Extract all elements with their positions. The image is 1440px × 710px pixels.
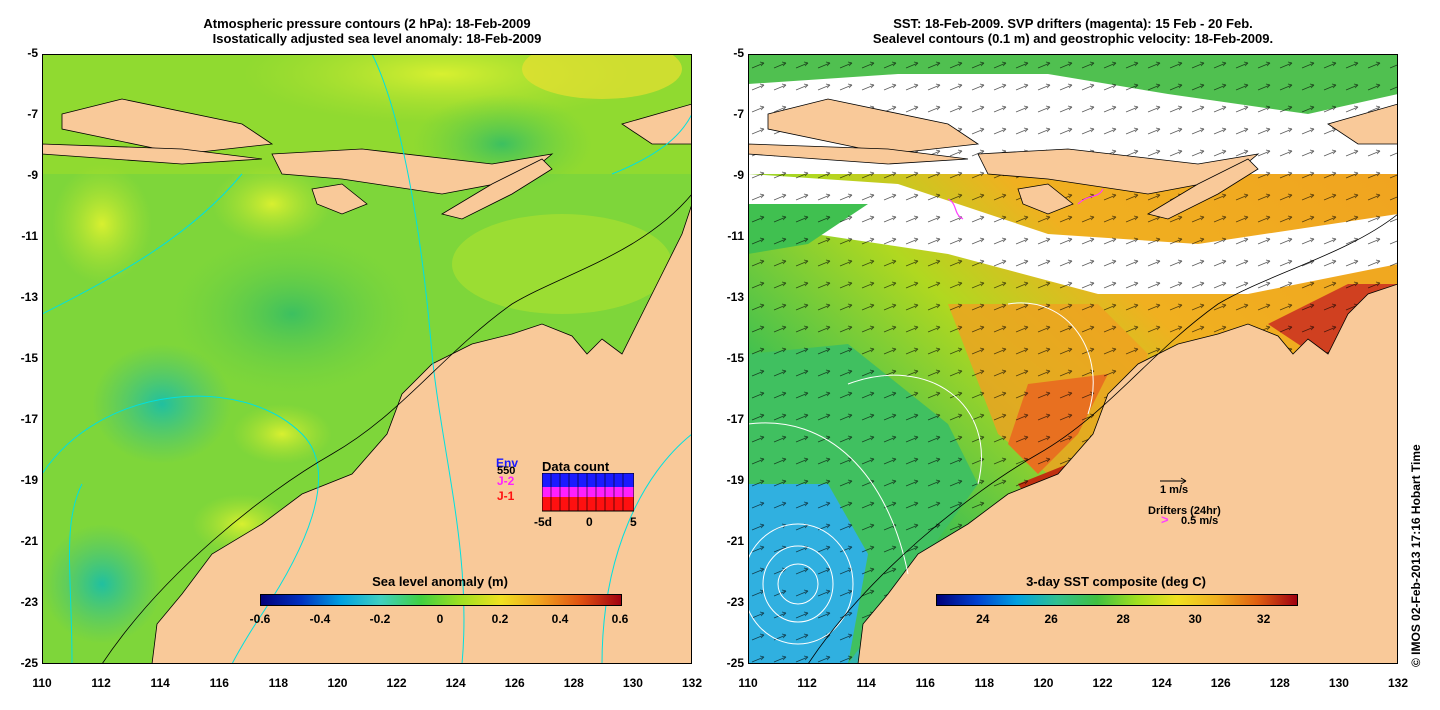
left-x-tick: 126 (504, 676, 525, 690)
inset-legend-j2: J-2 (497, 474, 515, 488)
right-y-tick: -19 (726, 473, 744, 487)
left-x-tick: 124 (445, 676, 466, 690)
drifters-arrow-icon: > (1161, 512, 1169, 527)
right-x-tick: 120 (1033, 676, 1054, 690)
inset-bars (542, 473, 634, 512)
right-x-tick: 118 (974, 676, 995, 690)
left-y-tick: -25 (20, 656, 38, 670)
left-colorbar-tick: -0.2 (369, 612, 391, 626)
right-colorbar-tick: 24 (976, 612, 990, 626)
left-map (42, 54, 692, 664)
right-x-tick: 112 (797, 676, 817, 690)
inset-legend-env: Env (496, 456, 519, 470)
left-x-tick: 118 (268, 676, 289, 690)
left-x-tick: 120 (327, 676, 348, 690)
left-colorbar (260, 594, 622, 606)
right-x-tick: 116 (915, 676, 935, 690)
right-colorbar-label: 3-day SST composite (deg C) (1026, 574, 1206, 589)
right-y-tick: -25 (726, 656, 744, 670)
right-y-tick: -11 (727, 229, 744, 243)
inset-overlay-label: 550 (497, 465, 516, 477)
left-y-tick: -17 (20, 412, 38, 426)
inset-title: Data count (542, 459, 610, 474)
inset-xtick-0: 0 (586, 515, 593, 529)
inset-xtick-neg5: -5d (534, 515, 552, 529)
left-x-tick: 130 (622, 676, 643, 690)
left-colorbar-tick: -0.4 (309, 612, 331, 626)
right-colorbar-tick: 28 (1116, 612, 1130, 626)
right-x-tick: 132 (1387, 676, 1409, 690)
left-title-line1: Atmospheric pressure contours (2 hPa): 1… (203, 16, 531, 31)
right-x-tick: 110 (738, 676, 758, 690)
right-y-tick: -21 (726, 534, 744, 548)
left-x-tick: 116 (209, 676, 229, 690)
left-y-tick: -7 (27, 107, 38, 121)
drifters-scale-label: 0.5 m/s (1181, 515, 1219, 527)
left-colorbar-tick: 0.4 (551, 612, 569, 626)
right-y-tick: -17 (726, 412, 744, 426)
inset-xtick-5: 5 (630, 515, 637, 529)
left-y-tick: -11 (21, 229, 38, 243)
left-y-tick: -19 (20, 473, 38, 487)
velocity-scale-arrow (1160, 477, 1187, 485)
right-y-tick: -9 (733, 168, 744, 182)
left-y-tick: -15 (20, 351, 38, 365)
left-y-tick: -21 (20, 534, 38, 548)
right-y-tick: -7 (733, 107, 744, 121)
right-colorbar (936, 594, 1298, 606)
left-x-tick: 114 (150, 676, 170, 690)
right-y-tick: -23 (726, 595, 744, 609)
right-x-tick: 130 (1328, 676, 1349, 690)
inset-legend-j1: J-1 (497, 489, 515, 503)
right-x-tick: 122 (1092, 676, 1113, 690)
left-colorbar-tick: 0.2 (491, 612, 509, 626)
right-colorbar-tick: 30 (1188, 612, 1202, 626)
right-x-tick: 128 (1269, 676, 1290, 690)
left-x-tick: 110 (32, 676, 52, 690)
left-x-tick: 128 (563, 676, 584, 690)
velocity-scale-label: 1 m/s (1160, 484, 1189, 496)
left-colorbar-label: Sea level anomaly (m) (372, 574, 508, 589)
left-colorbar-tick: 0.6 (611, 612, 629, 626)
right-title-line1: SST: 18-Feb-2009. SVP drifters (magenta)… (893, 16, 1253, 31)
right-map (748, 54, 1398, 664)
left-x-tick: 112 (91, 676, 111, 690)
copyright-note: © IMOS 02-Feb-2013 17:16 Hobart Time (1409, 444, 1423, 667)
left-colorbar-tick: -0.6 (249, 612, 271, 626)
right-x-tick: 124 (1151, 676, 1172, 690)
right-y-tick: -13 (726, 290, 744, 304)
left-x-tick: 132 (681, 676, 703, 690)
right-title-line2: Sealevel contours (0.1 m) and geostrophi… (872, 31, 1274, 46)
left-colorbar-tick: 0 (436, 612, 444, 626)
left-y-tick: -5 (27, 46, 38, 60)
left-y-tick: -23 (20, 595, 38, 609)
right-x-tick: 114 (856, 676, 876, 690)
left-x-tick: 122 (386, 676, 407, 690)
left-title-line2: Isostatically adjusted sea level anomaly… (212, 31, 542, 46)
right-y-tick: -15 (726, 351, 744, 365)
right-y-tick: -5 (733, 46, 744, 60)
right-colorbar-tick: 26 (1044, 612, 1058, 626)
drifters-label: Drifters (24hr) (1148, 505, 1221, 517)
left-y-tick: -13 (20, 290, 38, 304)
right-x-tick: 126 (1210, 676, 1231, 690)
left-y-tick: -9 (27, 168, 38, 182)
right-colorbar-tick: 32 (1256, 612, 1271, 626)
